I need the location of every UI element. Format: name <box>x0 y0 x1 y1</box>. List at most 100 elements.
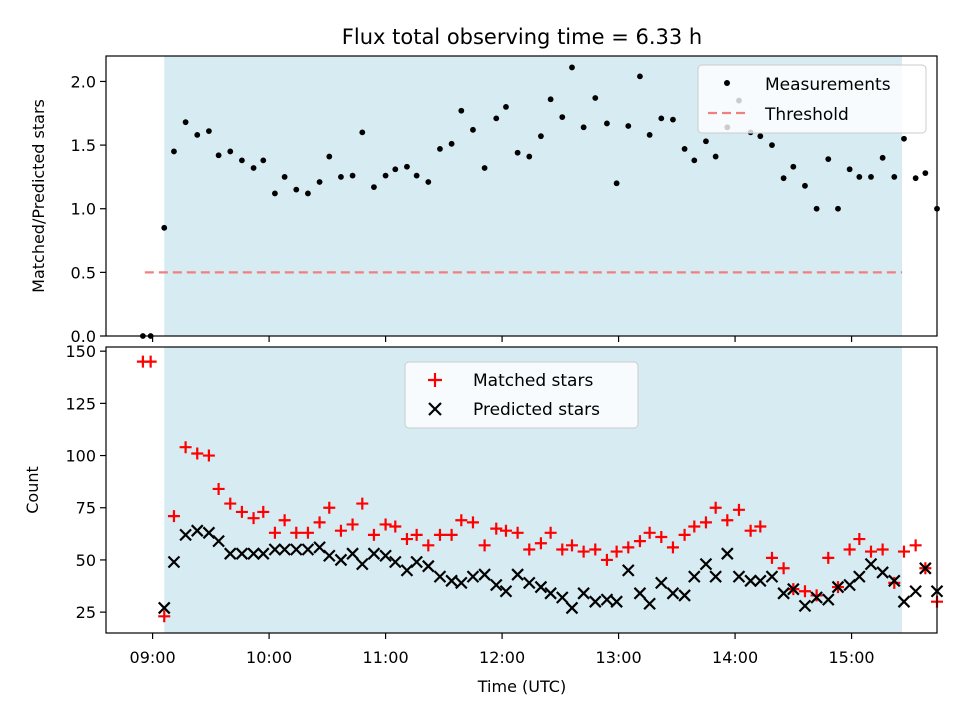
measurement-point <box>802 182 808 189</box>
predicted-star-point <box>223 547 237 560</box>
predicted-star-point <box>777 587 790 600</box>
measurement-point <box>681 146 688 152</box>
predicted-star-point <box>212 534 225 548</box>
measurement-point <box>281 174 288 180</box>
legend-matched-marker <box>428 373 442 387</box>
matched-star-point <box>191 447 204 460</box>
ratio-x-ticks <box>151 336 853 342</box>
measurement-point <box>712 153 719 160</box>
measurement-point <box>493 115 500 122</box>
measurement-point <box>161 224 168 231</box>
x-tick-label: 12:00 <box>479 648 525 667</box>
measurement-point <box>856 174 863 180</box>
matched-star-point <box>523 543 536 556</box>
measurement-point <box>503 104 509 110</box>
measurement-point <box>227 148 234 155</box>
matched-star-point <box>600 553 613 566</box>
measurement-point <box>559 114 566 120</box>
measurement-point <box>569 64 575 71</box>
matched-star-point <box>777 562 790 575</box>
legend-matched-label: Matched stars <box>473 371 593 391</box>
count-legend-box <box>404 361 639 429</box>
measurement-point <box>922 170 929 176</box>
matched-star-point <box>367 528 380 541</box>
matched-star-point <box>158 610 171 623</box>
legend-measurements-label: Measurements <box>765 75 891 95</box>
matched-star-point <box>490 522 503 535</box>
ratio-y-label: Matched/Predicted stars <box>29 99 48 293</box>
measurement-point <box>338 174 344 180</box>
matched-star-point <box>278 514 291 527</box>
measurement-point <box>592 95 599 101</box>
predicted-star-point <box>489 578 503 592</box>
measurement-point <box>413 172 420 179</box>
measurement-point <box>604 120 610 127</box>
y-tick-label: 50 <box>76 551 96 570</box>
matched-star-point <box>323 501 336 514</box>
matched-star-point <box>400 533 413 546</box>
matched-star-point <box>511 526 524 539</box>
matched-star-point <box>301 526 314 539</box>
predicted-star-point <box>721 547 734 560</box>
matched-star-point <box>810 589 823 602</box>
matched-star-point <box>709 501 722 514</box>
measurement-point <box>206 128 212 134</box>
ratio-panel: 0.00.51.01.52.0 Matched/Predicted stars … <box>29 55 940 346</box>
measurement-point <box>780 175 787 182</box>
predicted-star-point <box>565 601 579 615</box>
measurement-point <box>825 156 832 162</box>
matched-star-point <box>798 585 811 598</box>
matched-star-point <box>744 524 757 537</box>
measurement-point <box>526 153 533 160</box>
measurement-point <box>470 126 476 133</box>
measurement-points <box>139 64 940 339</box>
measurement-point <box>625 123 632 129</box>
measurement-point <box>891 174 898 180</box>
predicted-star-point <box>179 528 192 542</box>
measurement-point <box>790 163 797 170</box>
predicted-star-point <box>278 543 291 556</box>
matched-star-point <box>257 505 270 518</box>
predicted-star-point <box>655 576 668 590</box>
predicted-star-point <box>909 584 922 598</box>
matched-star-point <box>721 514 734 527</box>
matched-star-point <box>843 543 856 556</box>
predicted-star-point <box>876 566 889 579</box>
predicted-star-point <box>410 555 423 569</box>
predicted-star-point <box>445 574 458 588</box>
matched-star-point <box>212 482 225 495</box>
chart-title: Flux total observing time = 6.33 h <box>342 25 702 49</box>
matched-star-point <box>356 497 369 510</box>
y-tick-label: 150 <box>65 342 96 361</box>
predicted-star-point <box>888 574 901 588</box>
matched-star-point <box>678 528 691 541</box>
predicted-star-point <box>534 580 548 594</box>
measurement-point <box>879 154 886 161</box>
measurement-point <box>514 149 521 156</box>
predicted-star-point <box>301 543 315 556</box>
legend-measurements-marker <box>724 80 730 86</box>
measurement-point <box>658 115 665 122</box>
measurement-point <box>901 135 907 142</box>
measurement-point <box>260 157 267 164</box>
y-tick-label: 0.0 <box>71 327 96 346</box>
predicted-star-point <box>754 574 767 588</box>
matched-star-point <box>389 520 402 533</box>
predicted-star-point <box>897 595 911 608</box>
matched-star-point <box>853 533 866 546</box>
predicted-star-point <box>522 576 536 590</box>
predicted-star-point <box>744 574 757 588</box>
matched-star-point <box>732 503 745 516</box>
measurement-point <box>215 152 222 159</box>
matched-star-point <box>622 541 635 554</box>
matched-star-point <box>410 528 423 541</box>
predicted-star-point <box>853 570 866 583</box>
measurement-point <box>425 179 432 185</box>
measurement-point <box>813 205 820 212</box>
measurement-point <box>868 174 874 180</box>
matched-star-point <box>433 528 446 541</box>
predicted-star-point <box>678 589 691 602</box>
matched-star-point <box>699 516 712 529</box>
count-panel-frame <box>105 346 938 634</box>
